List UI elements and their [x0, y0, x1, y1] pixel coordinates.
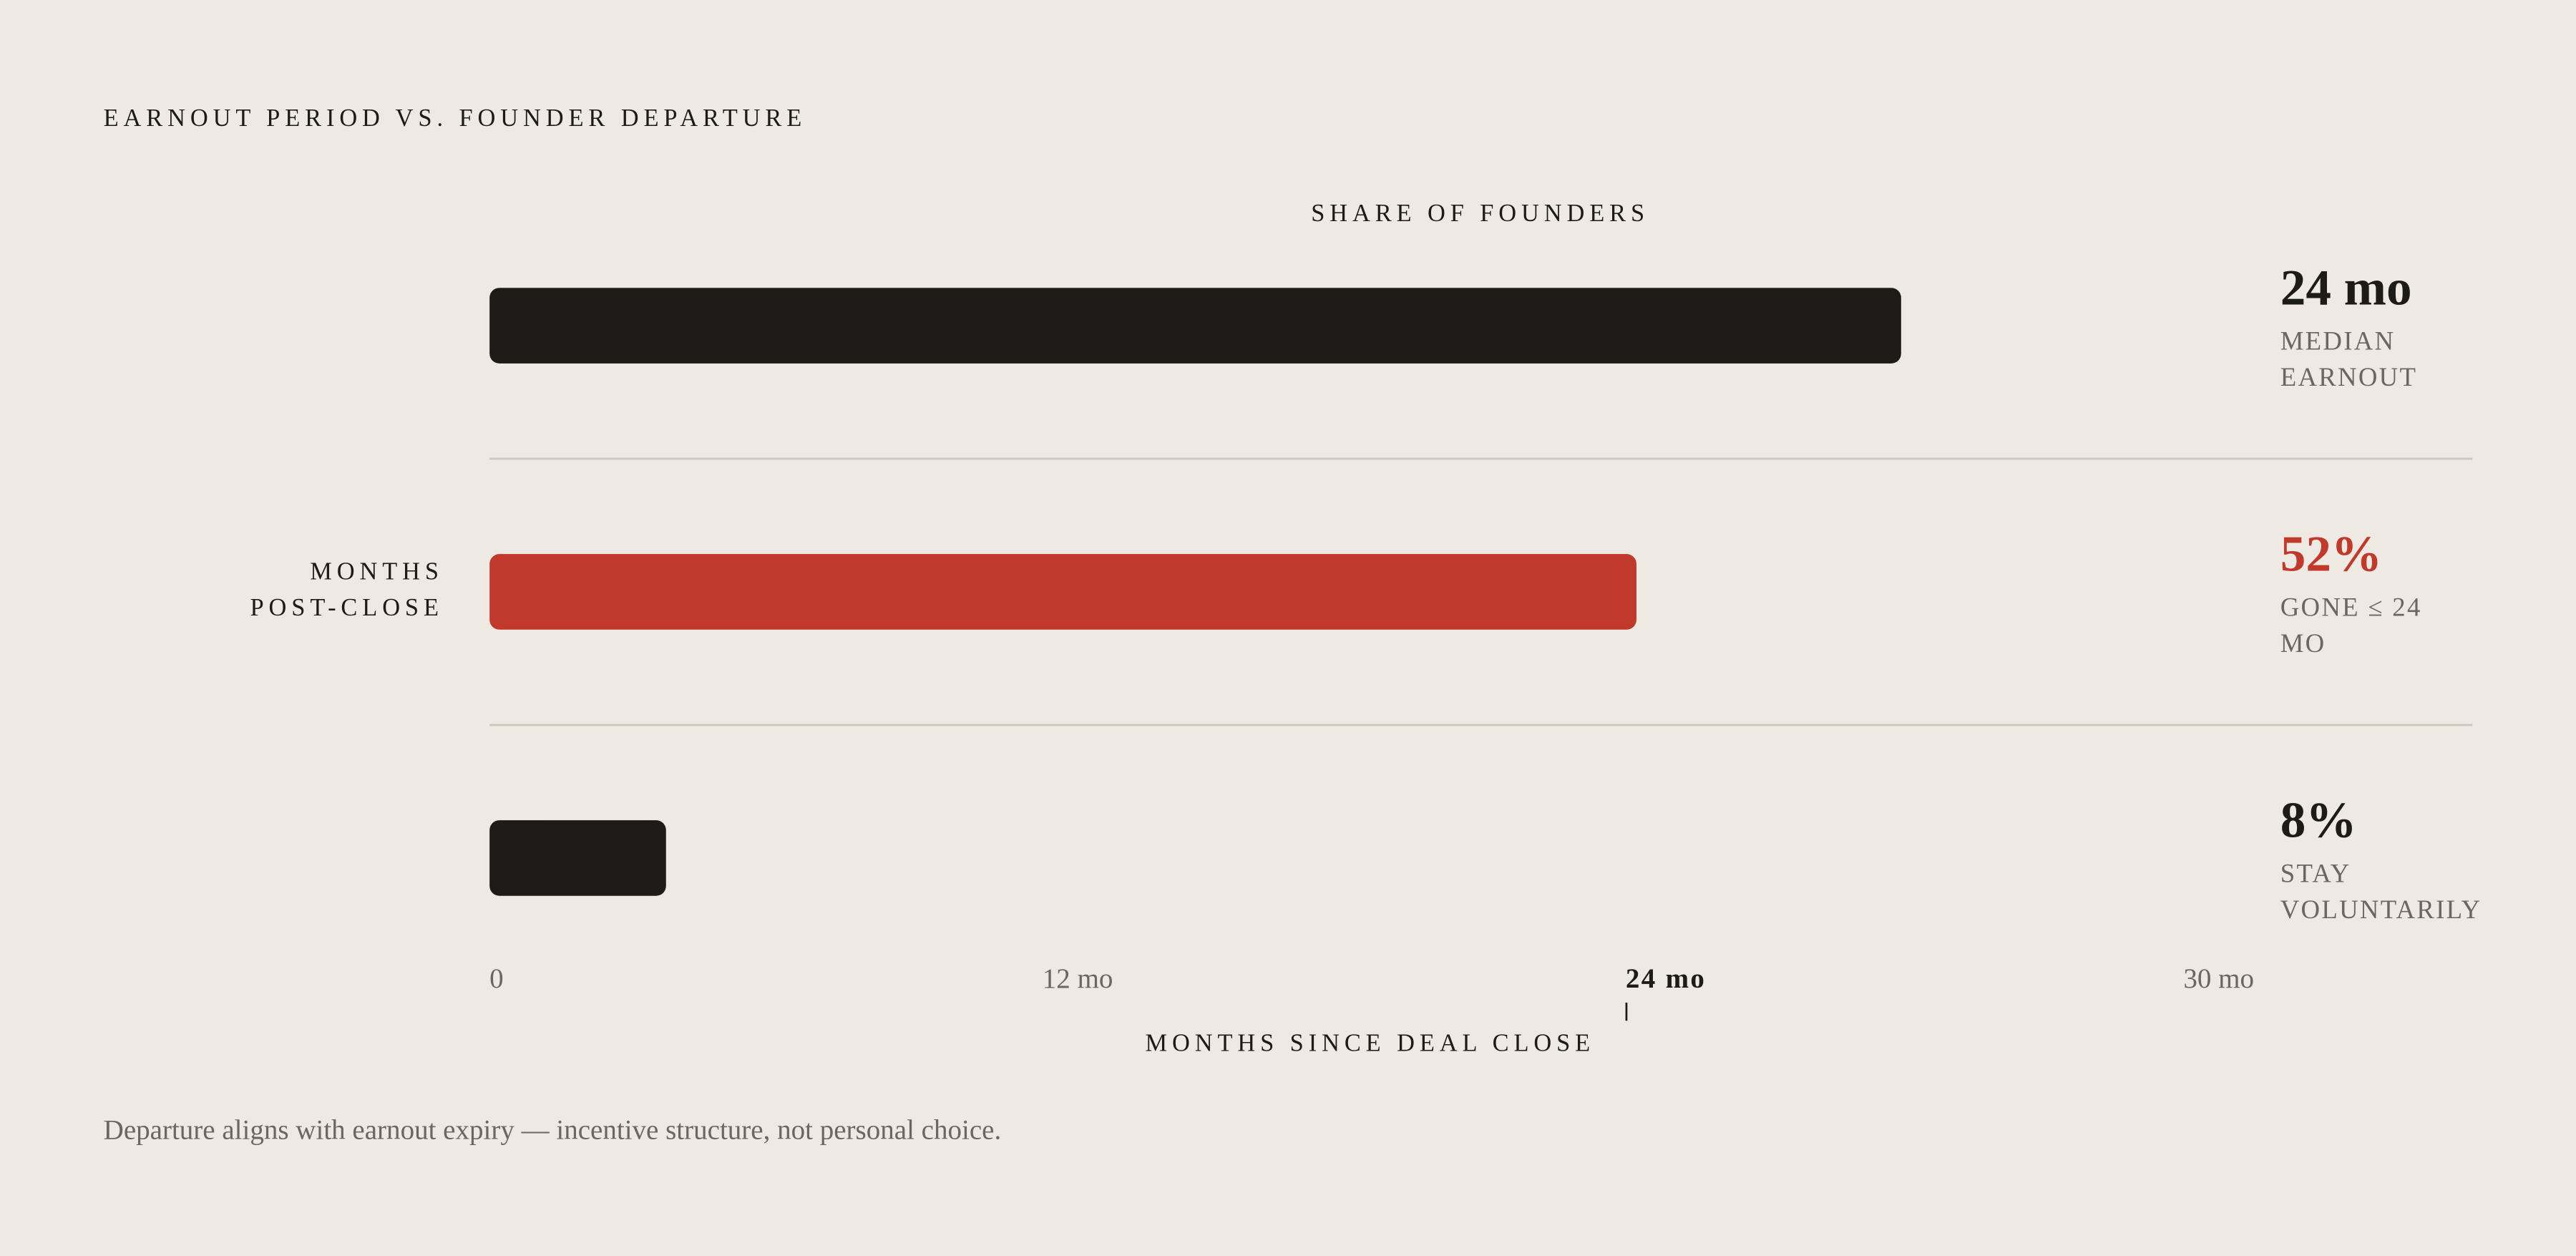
stat-label: EARNOUT [2280, 362, 2418, 391]
stat-label: GONE ≤ 24 [2280, 593, 2422, 622]
bar [489, 820, 666, 896]
footnote: Departure aligns with earnout expiry — i… [104, 1114, 1002, 1145]
chart-title: EARNOUT PERIOD VS. FOUNDER DEPARTURE [104, 104, 807, 132]
bar [489, 288, 1901, 364]
x-tick-label: 12 mo [1043, 963, 1113, 994]
stat-label: MO [2280, 628, 2326, 658]
stat-value: 24 mo [2280, 260, 2412, 316]
x-axis-label: MONTHS SINCE DEAL CLOSE [1146, 1030, 1596, 1057]
stat-label: VOLUNTARILY [2280, 895, 2482, 924]
stat-label: MEDIAN [2280, 326, 2396, 356]
x-tick-label: 30 mo [2183, 963, 2254, 994]
stat-value: 52% [2280, 526, 2382, 582]
stat-label: STAY [2280, 859, 2351, 888]
x-tick-label: 0 [489, 963, 504, 994]
y-axis-label: MONTHS [310, 558, 444, 585]
stat-value: 8% [2280, 792, 2357, 848]
x-tick-label: 24 mo [1626, 963, 1706, 994]
chart-subtitle: SHARE OF FOUNDERS [1311, 200, 1649, 227]
bar [489, 554, 1636, 630]
y-axis-label: POST-CLOSE [250, 594, 444, 621]
